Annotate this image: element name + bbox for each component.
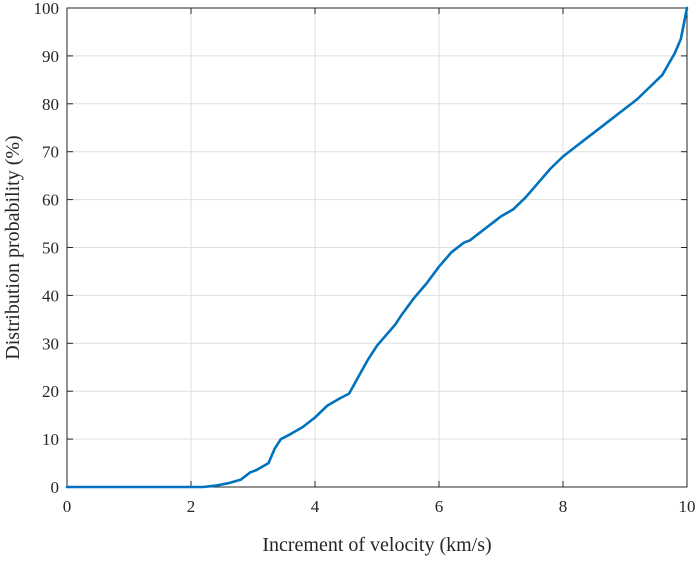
series-line: [65, 6, 689, 489]
y-tick-label: 30: [42, 334, 59, 353]
y-tick-label: 100: [34, 0, 60, 18]
y-tick-label: 0: [51, 478, 60, 497]
y-tick-label: 70: [42, 143, 59, 162]
x-tick-label: 8: [559, 497, 568, 516]
x-tick-label: 0: [63, 497, 72, 516]
x-tick-label: 6: [435, 497, 444, 516]
x-axis-title: Increment of velocity (km/s): [262, 534, 491, 556]
y-tick-label: 20: [42, 382, 59, 401]
y-axis-title: Distribution probability (%): [2, 135, 24, 359]
y-tick-label: 90: [42, 47, 59, 66]
y-tick-label: 80: [42, 95, 59, 114]
y-tick-label: 10: [42, 430, 59, 449]
x-tick-label: 2: [187, 497, 196, 516]
series-lines: [65, 6, 689, 489]
x-tick-label: 4: [311, 497, 320, 516]
x-tick-label: 10: [679, 497, 696, 516]
y-tick-label: 50: [42, 239, 59, 258]
y-tick-label: 40: [42, 286, 59, 305]
grid-lines: [66, 7, 688, 488]
y-tick-label: 60: [42, 191, 59, 210]
